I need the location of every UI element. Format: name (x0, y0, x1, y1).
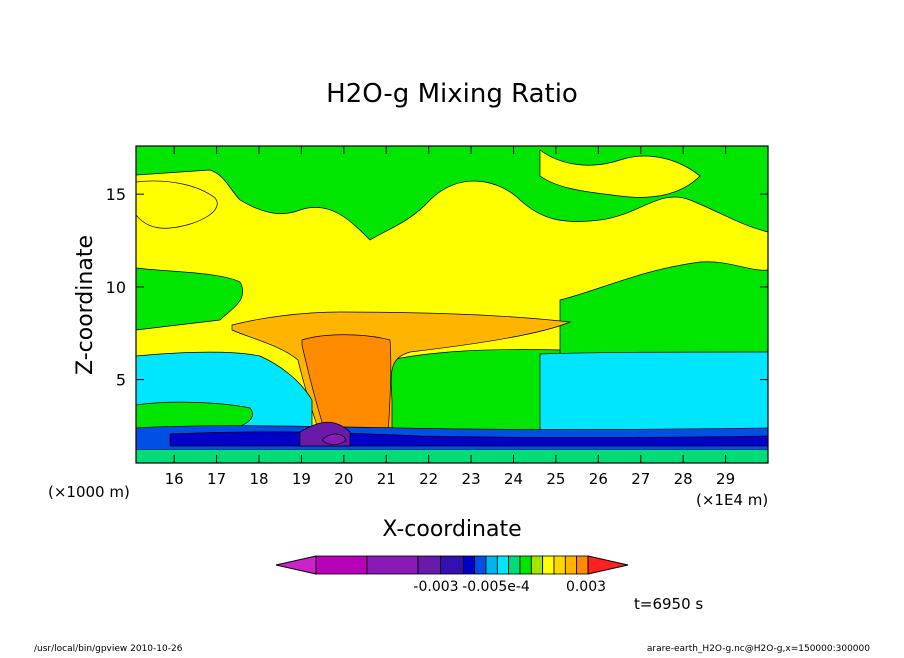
colorbar-segment (474, 555, 487, 575)
colorbar-segment (519, 555, 532, 575)
x-tick-label: 23 (462, 470, 481, 488)
x-tick-label: 18 (249, 470, 268, 488)
x-tick-label: 28 (674, 470, 693, 488)
contour-core-orange (301, 334, 392, 436)
y-tick-label: 15 (106, 185, 126, 204)
y-axis-ticks: 5 10 15 (106, 185, 768, 390)
x-tick-label: 24 (504, 470, 523, 488)
contour-upper-yellow-patch-2 (539, 149, 701, 198)
colorbar-segment (462, 555, 476, 575)
colorbar-segment (576, 555, 589, 575)
x-tick-label: 19 (292, 470, 311, 488)
x-tick-label: 25 (546, 470, 565, 488)
x-axis-label: X-coordinate (382, 517, 521, 542)
colorbar-segment (417, 555, 442, 575)
x-axis-ticks: 16 17 18 19 20 21 22 23 24 25 26 27 28 29 (165, 146, 735, 488)
colorbar-segment (496, 555, 510, 575)
colorbar-label: 0.003 (566, 579, 606, 595)
colorbar-label: -0.003 (413, 579, 458, 595)
colorbar-segment (315, 555, 368, 575)
colorbar-segment (530, 555, 544, 575)
x-tick-label: 21 (377, 470, 396, 488)
footer-right: arare-earth_H2O-g.nc@H2O-g,x=150000:3000… (647, 644, 870, 654)
x-tick-label: 20 (334, 470, 353, 488)
colorbar-label: -0.005e-4 (462, 579, 530, 595)
colorbar (275, 555, 629, 575)
plot-area (136, 146, 768, 463)
x-tick-label: 26 (589, 470, 608, 488)
y-axis-label: Z-coordinate (73, 235, 98, 375)
y-tick-label: 5 (116, 371, 126, 390)
colorbar-segment (440, 555, 464, 575)
contour-bottom-strip (136, 450, 768, 463)
x-tick-label: 17 (207, 470, 226, 488)
x-tick-label: 16 (165, 470, 184, 488)
footer-left: /usr/local/bin/gpview 2010-10-26 (34, 644, 183, 654)
colorbar-high-triangle (587, 555, 629, 575)
colorbar-low-triangle (275, 555, 317, 575)
contour-upper-yellow-patch (136, 180, 218, 229)
time-label: t=6950 s (634, 595, 703, 613)
colorbar-segment (485, 555, 498, 575)
x-tick-label: 29 (716, 470, 735, 488)
x-tick-label: 27 (631, 470, 650, 488)
colorbar-segment (564, 555, 578, 575)
colorbar-segment (366, 555, 419, 575)
colorbar-segment (553, 555, 566, 575)
contour-purple-spot (321, 433, 347, 445)
colorbar-segment (508, 555, 521, 575)
plot-frame (135, 145, 769, 464)
colorbar-labels: -0.003 -0.005e-4 0.003 (413, 579, 606, 595)
chart-title: H2O-g Mixing Ratio (326, 79, 578, 109)
x-unit-right: (×1E4 m) (696, 491, 768, 509)
y-tick-label: 10 (106, 278, 126, 297)
x-unit-left: (×1000 m) (48, 483, 130, 501)
colorbar-segment (542, 555, 555, 575)
x-tick-label: 22 (419, 470, 438, 488)
